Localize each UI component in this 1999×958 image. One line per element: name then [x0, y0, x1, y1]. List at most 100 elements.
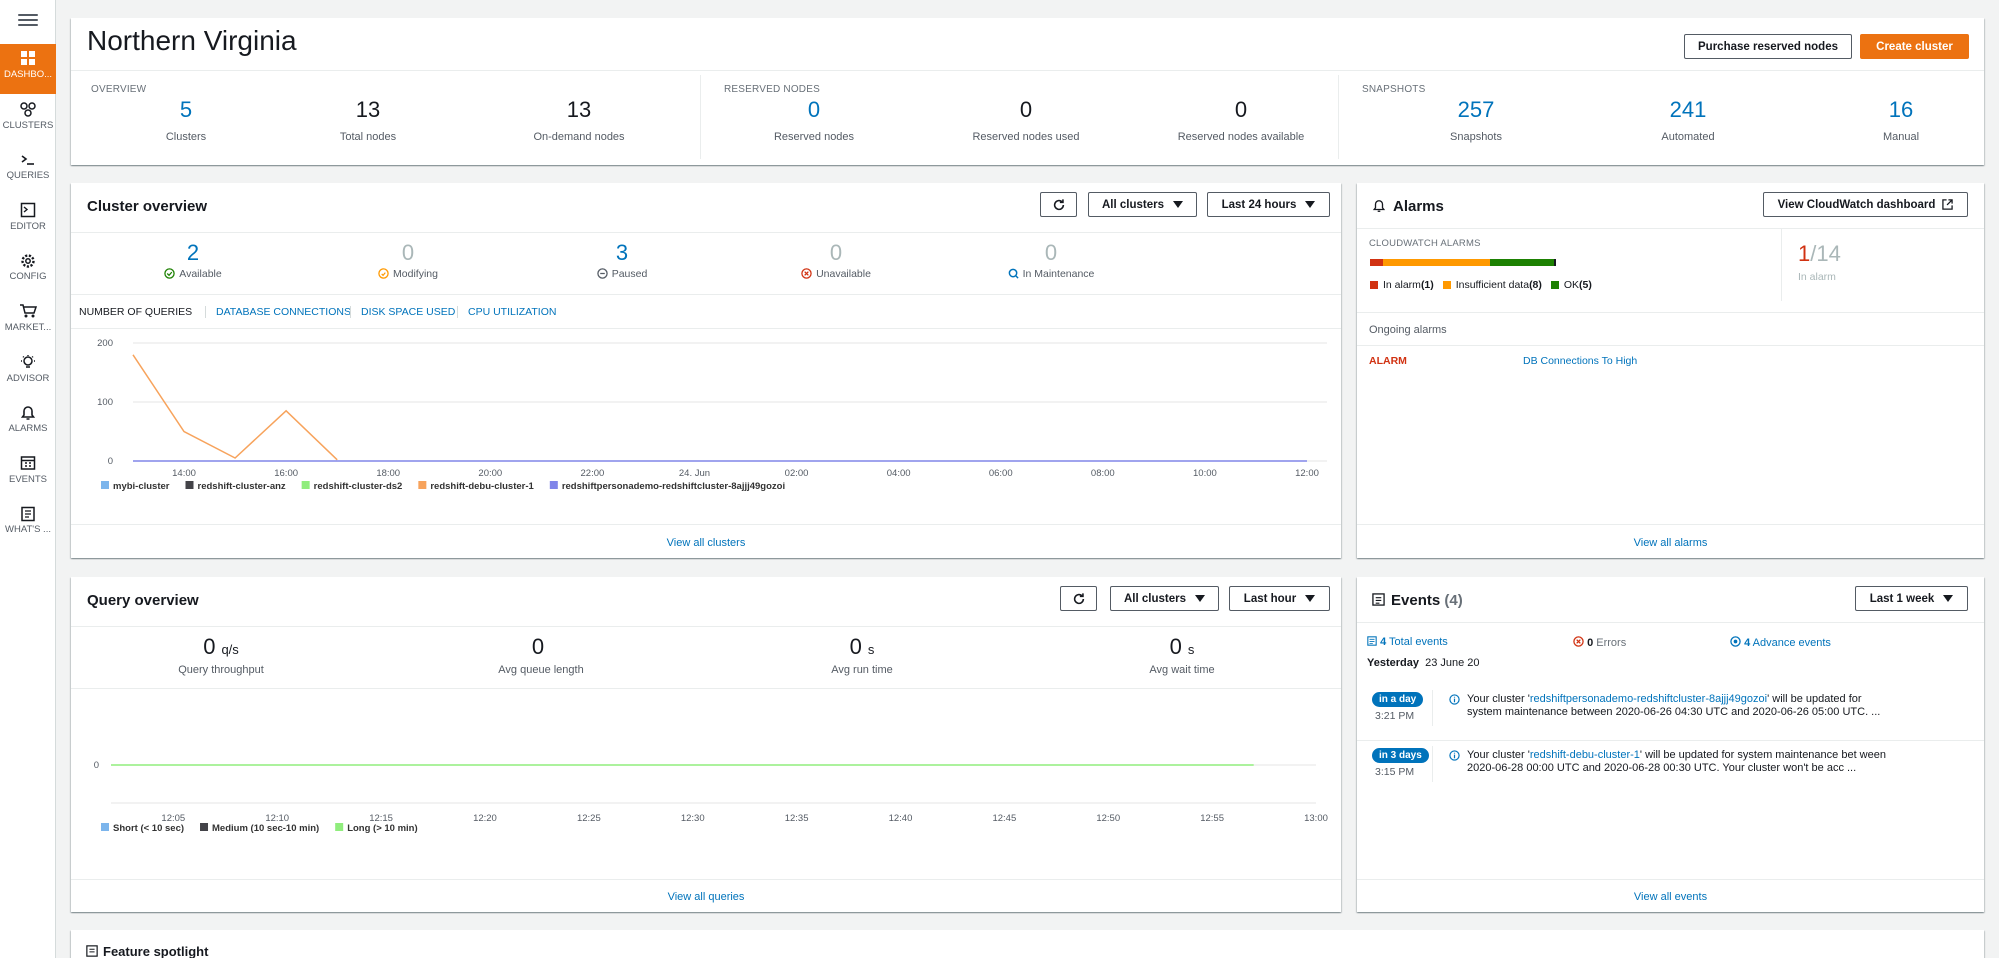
alarm-bar-segment-insufficient	[1383, 259, 1490, 266]
lightbulb-icon	[0, 353, 56, 373]
cloudwatch-alarms-label: CLOUDWATCH ALARMS	[1369, 238, 1481, 249]
create-cluster-button[interactable]: Create cluster	[1860, 34, 1969, 59]
event-cluster-link[interactable]: redshiftpersonademo-redshiftcluster-8ajj…	[1529, 693, 1768, 705]
alarm-status-bar	[1370, 259, 1556, 266]
nav-item-label: MARKET...	[4, 322, 52, 333]
chevron-down-icon	[1305, 595, 1316, 602]
legend-label[interactable]: Medium (10 sec-10 min)	[212, 823, 319, 834]
overview-section-title: OVERVIEW	[91, 84, 147, 95]
nav-item-3[interactable]: EDITOR	[0, 196, 56, 246]
legend-label[interactable]: redshift-cluster-ds2	[314, 481, 403, 492]
legend-label[interactable]: redshiftpersonademo-redshiftcluster-8ajj…	[562, 481, 785, 492]
query-cluster-filter-value: All clusters	[1124, 592, 1186, 605]
nav-item-1[interactable]: CLUSTERS	[0, 95, 56, 145]
info-icon	[1449, 750, 1460, 764]
event-badge: in 3 days	[1372, 748, 1429, 763]
status-count[interactable]: 3	[615, 240, 629, 265]
stat-value: 0	[1019, 97, 1033, 122]
view-all-queries-link[interactable]: View all queries	[667, 891, 745, 903]
nav-item-9[interactable]: WHAT'S ...	[0, 499, 56, 549]
event-cluster-link[interactable]: redshift-debu-cluster-1	[1529, 749, 1640, 761]
stat-value[interactable]: 257	[1457, 97, 1495, 122]
metric-tab-2[interactable]: DISK SPACE USED	[350, 306, 455, 318]
view-all-events-link[interactable]: View all events	[1633, 891, 1708, 903]
stat-value[interactable]: 241	[1669, 97, 1707, 122]
view-cloudwatch-dashboard-button[interactable]: View CloudWatch dashboard	[1763, 192, 1968, 217]
feature-spotlight-card: Feature spotlight	[71, 930, 1984, 958]
x-tick-label: 06:00	[989, 468, 1013, 479]
x-tick-label: 12:55	[1200, 813, 1224, 824]
legend-swatch	[418, 481, 427, 489]
event-message: Your cluster 'redshift-debu-cluster-1' w…	[1467, 749, 1897, 775]
hamburger-menu-icon[interactable]	[18, 12, 38, 28]
nav-item-4[interactable]: CONFIG	[0, 246, 56, 296]
error-icon	[801, 268, 812, 282]
legend-label[interactable]: redshift-debu-cluster-1	[430, 481, 534, 492]
status-label: Unavailable	[761, 268, 911, 282]
events-count: (4)	[1444, 592, 1463, 609]
alarm-count-total: /14	[1810, 241, 1841, 266]
status-count[interactable]: 2	[186, 240, 200, 265]
advance-events-count: 4	[1744, 637, 1751, 649]
query-time-range-select[interactable]: Last hour	[1229, 586, 1330, 611]
stat-label: Reserved nodes available	[1177, 131, 1305, 143]
cluster-filter-select[interactable]: All clusters	[1088, 192, 1197, 217]
news-icon	[0, 504, 56, 524]
nav-item-8[interactable]: EVENTS	[0, 449, 56, 499]
legend-insufficient: Insufficient data	[1455, 279, 1530, 291]
events-time-range-select[interactable]: Last 1 week	[1855, 586, 1968, 611]
nav-item-label: DASHBO...	[3, 69, 53, 80]
query-stat-label: Avg wait time	[1149, 664, 1215, 676]
y-tick-label: 0	[94, 760, 99, 771]
x-tick-label: 12:20	[473, 813, 497, 824]
events-day: Yesterday	[1367, 657, 1419, 669]
cart-icon	[0, 302, 56, 322]
terminal-icon	[0, 150, 56, 170]
events-title-text: Events	[1391, 592, 1441, 609]
metric-tab-1[interactable]: DATABASE CONNECTIONS	[205, 306, 351, 318]
nav-item-5[interactable]: MARKET...	[0, 297, 56, 347]
total-events-label: Total events	[1389, 636, 1448, 648]
alarm-name-link[interactable]: DB Connections To High	[1523, 355, 1638, 367]
metric-tab-3[interactable]: CPU UTILIZATION	[457, 306, 556, 318]
status-label: Modifying	[333, 268, 483, 282]
x-tick-label: 12:30	[681, 813, 705, 824]
legend-label[interactable]: mybi-cluster	[113, 481, 170, 492]
stat-value[interactable]: 0	[807, 97, 821, 122]
event-message: Your cluster 'redshiftpersonademo-redshi…	[1467, 693, 1897, 719]
errors-count[interactable]: 0 Errors	[1573, 636, 1626, 649]
nav-item-0[interactable]: DASHBO...	[0, 44, 56, 94]
advance-events-link[interactable]: 4 Advance events	[1730, 636, 1831, 649]
metric-tab-0[interactable]: NUMBER OF QUERIES	[79, 306, 193, 318]
legend-label[interactable]: Short (< 10 sec)	[113, 823, 184, 834]
stat-value[interactable]: 16	[1888, 97, 1914, 122]
view-all-clusters-link[interactable]: View all clusters	[666, 537, 746, 549]
legend-label[interactable]: redshift-cluster-anz	[198, 481, 286, 492]
legend-label[interactable]: Long (> 10 min)	[347, 823, 417, 834]
stat-label: Total nodes	[339, 131, 397, 143]
alarm-bar-segment-ok	[1489, 259, 1556, 266]
view-all-alarms-link[interactable]: View all alarms	[1633, 537, 1708, 549]
refresh-clusters-button[interactable]	[1040, 192, 1077, 217]
total-events-link[interactable]: 4 Total events	[1367, 636, 1448, 648]
purchase-reserved-nodes-button[interactable]: Purchase reserved nodes	[1684, 34, 1852, 59]
view-cloudwatch-label: View CloudWatch dashboard	[1777, 198, 1936, 211]
x-tick-label: 12:00	[1295, 468, 1319, 479]
refresh-queries-button[interactable]	[1060, 586, 1097, 611]
nav-item-2[interactable]: QUERIES	[0, 145, 56, 195]
events-list-icon	[1372, 593, 1385, 606]
query-cluster-filter-select[interactable]: All clusters	[1110, 586, 1219, 611]
chevron-down-icon	[1943, 595, 1954, 602]
legend-swatch	[301, 481, 310, 489]
spotlight-icon	[86, 945, 98, 957]
nav-item-7[interactable]: ALARMS	[0, 398, 56, 448]
time-range-select[interactable]: Last 24 hours	[1207, 192, 1330, 217]
x-tick-label: 12:35	[785, 813, 809, 824]
x-tick-label: 12:40	[889, 813, 913, 824]
stat-value[interactable]: 5	[179, 97, 193, 122]
status-label-text: Paused	[611, 268, 648, 280]
legend-swatch	[101, 823, 109, 831]
nav-item-6[interactable]: ADVISOR	[0, 348, 56, 398]
query-stat-label: Avg queue length	[498, 664, 584, 676]
